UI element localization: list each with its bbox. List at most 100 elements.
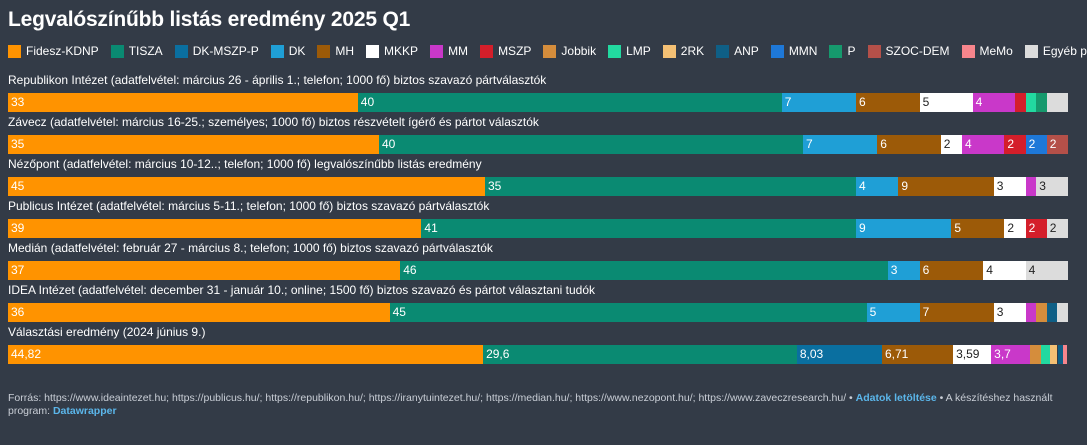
- legend-label: 2RK: [680, 44, 705, 58]
- bar-segment: 9: [898, 177, 994, 196]
- bar-value-label: 3: [996, 305, 1004, 319]
- legend-item: ANP: [716, 44, 759, 58]
- bar-value-label: 9: [859, 221, 866, 235]
- bar-value-label: 3,7: [994, 347, 1011, 361]
- bar-segment: 3: [993, 177, 1026, 196]
- download-data-link[interactable]: Adatok letöltése: [855, 392, 937, 404]
- bar-segment: 41: [421, 219, 856, 238]
- legend-item: Egyéb párt: [1024, 44, 1087, 58]
- bar-segment: 6: [919, 261, 984, 280]
- bar-segment: 2: [1046, 219, 1068, 238]
- bar-value-label: 8,03: [799, 347, 824, 361]
- bar-value-label: 5: [922, 95, 930, 109]
- legend-label: P: [847, 44, 856, 58]
- footer: Forrás: https://www.ideaintezet.hu; http…: [8, 392, 1080, 418]
- legend-swatch: [8, 44, 21, 58]
- bar-segment: 4: [856, 177, 899, 196]
- bar-segment: 2: [1046, 135, 1068, 154]
- bar-segment: [1025, 303, 1037, 322]
- row-label: Republikon Intézet (adatfelvétel: márciu…: [8, 73, 547, 87]
- bar-value-label: 3: [1039, 179, 1046, 193]
- legend-label: MKKP: [384, 44, 419, 58]
- bar-segment: 2: [1025, 219, 1047, 238]
- bar-segment: [1057, 345, 1063, 364]
- bar-segment: 40: [379, 135, 803, 154]
- bar-segment: [1062, 345, 1068, 364]
- bar-segment: [1046, 93, 1068, 112]
- bar-value-label: 46: [403, 263, 417, 277]
- bar-segment: 3,7: [991, 345, 1031, 364]
- bar-segment: [1046, 303, 1058, 322]
- legend-swatch: [480, 44, 494, 58]
- bar-value-label: 9: [901, 179, 909, 193]
- legend-item: DK-MSZP-P: [174, 44, 259, 58]
- legend-swatch: [110, 44, 124, 58]
- bar-segment: 4: [962, 135, 1005, 154]
- legend-swatch: [961, 44, 975, 58]
- legend-swatch: [430, 44, 444, 58]
- legend: Fidesz-KDNP TISZA DK-MSZP-P DK MH MKKP MM MSZP J…: [8, 44, 1087, 58]
- bar-value-label: 7: [922, 305, 930, 319]
- stacked-bar: 39 41 9 5 2 2 2: [8, 219, 1068, 238]
- legend-label: ANP: [734, 44, 759, 58]
- bar-segment: 44,82: [8, 345, 484, 364]
- legend-swatch: [174, 44, 188, 58]
- legend-item: TISZA: [110, 44, 163, 58]
- bar-value-label: 2: [1028, 221, 1036, 235]
- bar-value-label: 45: [392, 305, 406, 319]
- bar-segment: [1036, 93, 1047, 112]
- bar-segment: [1040, 345, 1051, 364]
- stacked-bar: 37 46 3 6 4 4: [8, 261, 1068, 280]
- legend-label: DK-MSZP-P: [192, 44, 259, 58]
- legend-label: MM: [448, 44, 469, 58]
- bar-segment: [1030, 345, 1041, 364]
- legend-swatch: [867, 44, 881, 58]
- legend-swatch: [662, 44, 676, 58]
- bar-value-label: 5: [869, 305, 877, 319]
- legend-label: SZOC-DEM: [885, 44, 950, 58]
- legend-swatch: [366, 44, 380, 58]
- bar-value-label: 6,71: [884, 347, 909, 361]
- legend-item: MKKP: [366, 44, 418, 58]
- bar-value-label: 7: [784, 95, 792, 109]
- bar-segment: 33: [8, 93, 358, 112]
- bar-segment: 4: [1025, 261, 1068, 280]
- bar-segment: 4: [972, 93, 1015, 112]
- bar-segment: 2: [1004, 219, 1026, 238]
- bar-segment: 6: [877, 135, 941, 154]
- bar-segment: 2: [940, 135, 962, 154]
- bar-value-label: 45: [11, 179, 25, 193]
- bar-segment: 3: [887, 261, 920, 280]
- bar-value-label: 4: [1028, 263, 1036, 277]
- bar-value-label: 3,59: [956, 347, 980, 361]
- legend-item: SZOC-DEM: [867, 44, 950, 58]
- bar-value-label: 6: [859, 95, 866, 109]
- row-label: IDEA Intézet (adatfelvétel: december 31 …: [8, 283, 596, 297]
- legend-label: Jobbik: [561, 44, 597, 58]
- datawrapper-link[interactable]: Datawrapper: [52, 405, 117, 417]
- bar-value-label: 2: [1028, 137, 1036, 151]
- legend-label: Fidesz-KDNP: [26, 44, 99, 58]
- bar-segment: 3: [993, 303, 1026, 322]
- legend-swatch: [317, 44, 331, 58]
- legend-label: MMN: [788, 44, 818, 58]
- legend-item: MH: [317, 44, 354, 58]
- legend-swatch: [829, 44, 843, 58]
- bar-value-label: 2: [1007, 221, 1015, 235]
- bar-value-label: 35: [11, 137, 25, 151]
- bar-value-label: 39: [11, 221, 25, 235]
- legend-swatch: [716, 44, 730, 58]
- bar-segment: 6: [856, 93, 920, 112]
- bar-segment: 35: [8, 135, 379, 154]
- legend-item: MSZP: [480, 44, 531, 58]
- legend-swatch: [1024, 44, 1038, 58]
- row-label: Medián (adatfelvétel: február 27 - márci…: [8, 241, 493, 255]
- bar-segment: 5: [951, 219, 1005, 238]
- legend-item: MMN: [770, 44, 818, 58]
- legend-swatch: [270, 44, 284, 58]
- bar-value-label: 2: [1007, 137, 1015, 151]
- bar-segment: 2: [1025, 135, 1047, 154]
- bar-value-label: 36: [11, 305, 25, 319]
- legend-item: Fidesz-KDNP: [8, 44, 99, 58]
- legend-label: MH: [335, 44, 355, 58]
